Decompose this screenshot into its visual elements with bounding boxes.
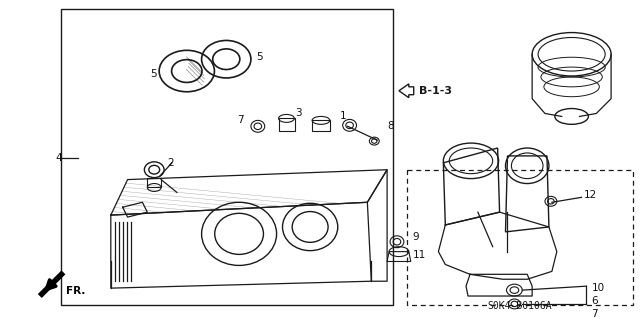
Text: 6: 6 (591, 296, 598, 306)
Text: 3: 3 (295, 108, 302, 118)
Text: 1: 1 (340, 111, 346, 122)
Text: 9: 9 (413, 232, 419, 242)
Text: 12: 12 (584, 190, 596, 200)
Text: B-1-3: B-1-3 (419, 86, 452, 96)
Text: 11: 11 (413, 249, 426, 260)
Bar (61, 10, 392, 305)
Bar (407, 170, 632, 305)
Text: 7: 7 (237, 115, 244, 125)
Text: 7: 7 (591, 309, 598, 319)
Text: S0K4-B0106A: S0K4-B0106A (488, 301, 552, 311)
Text: 5: 5 (256, 52, 262, 62)
Text: FR.: FR. (67, 286, 86, 296)
Text: 4: 4 (56, 153, 63, 163)
Text: 10: 10 (591, 283, 604, 293)
Text: 8: 8 (387, 121, 394, 131)
Text: 5: 5 (150, 69, 157, 79)
Text: 2: 2 (167, 158, 173, 168)
